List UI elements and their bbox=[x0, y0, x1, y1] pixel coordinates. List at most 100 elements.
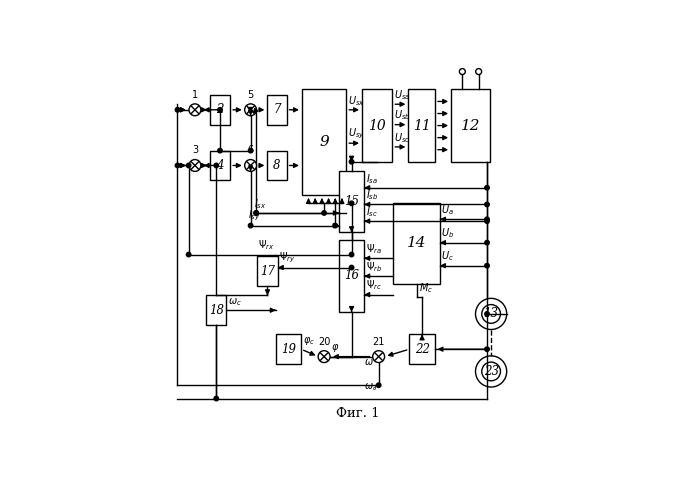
FancyBboxPatch shape bbox=[362, 89, 392, 162]
FancyBboxPatch shape bbox=[276, 335, 301, 364]
FancyBboxPatch shape bbox=[257, 256, 278, 286]
Circle shape bbox=[485, 312, 489, 316]
Circle shape bbox=[254, 211, 259, 215]
Text: $\Psi_{rc}$: $\Psi_{rc}$ bbox=[366, 279, 382, 293]
FancyBboxPatch shape bbox=[210, 150, 230, 180]
Circle shape bbox=[187, 163, 191, 168]
Text: $\omega_\partial$: $\omega_\partial$ bbox=[363, 382, 377, 393]
Text: 17: 17 bbox=[260, 265, 275, 278]
Text: $\Psi_{ra}$: $\Psi_{ra}$ bbox=[366, 242, 382, 256]
Circle shape bbox=[485, 186, 489, 190]
Text: 12: 12 bbox=[461, 119, 480, 133]
Text: $\omega$: $\omega$ bbox=[363, 357, 373, 367]
Text: $U_a$: $U_a$ bbox=[441, 203, 454, 217]
Circle shape bbox=[350, 201, 354, 205]
Circle shape bbox=[218, 107, 222, 112]
Circle shape bbox=[214, 163, 219, 168]
Circle shape bbox=[475, 298, 507, 330]
Circle shape bbox=[485, 241, 489, 245]
FancyBboxPatch shape bbox=[210, 95, 230, 125]
Circle shape bbox=[476, 68, 482, 75]
Text: $U_{sc}$: $U_{sc}$ bbox=[394, 131, 410, 145]
Circle shape bbox=[350, 252, 354, 257]
Circle shape bbox=[485, 347, 489, 351]
Circle shape bbox=[485, 264, 489, 268]
Text: $U_{sx}$: $U_{sx}$ bbox=[348, 94, 365, 107]
Circle shape bbox=[245, 160, 257, 172]
Circle shape bbox=[218, 148, 222, 153]
Text: $U_{sb}$: $U_{sb}$ bbox=[394, 108, 410, 122]
Text: 18: 18 bbox=[209, 304, 224, 317]
Text: 6: 6 bbox=[247, 146, 254, 156]
Text: 4: 4 bbox=[216, 159, 224, 172]
Circle shape bbox=[485, 219, 489, 223]
Text: 8: 8 bbox=[273, 159, 281, 172]
Circle shape bbox=[485, 217, 489, 222]
Circle shape bbox=[373, 351, 384, 362]
Circle shape bbox=[214, 396, 219, 401]
Text: $I_{sb}$: $I_{sb}$ bbox=[366, 188, 378, 202]
Circle shape bbox=[377, 383, 381, 388]
FancyBboxPatch shape bbox=[408, 89, 435, 162]
Text: $U_{sa}$: $U_{sa}$ bbox=[394, 88, 410, 102]
Text: 7: 7 bbox=[273, 103, 281, 116]
Circle shape bbox=[485, 202, 489, 207]
Text: 10: 10 bbox=[368, 119, 386, 133]
Text: $\Psi_{ry}$: $\Psi_{ry}$ bbox=[279, 251, 296, 265]
Text: Фиг. 1: Фиг. 1 bbox=[336, 407, 380, 420]
Circle shape bbox=[254, 211, 259, 215]
Circle shape bbox=[459, 68, 466, 75]
FancyBboxPatch shape bbox=[267, 150, 287, 180]
Text: 5: 5 bbox=[247, 90, 254, 100]
Text: $\omega_c$: $\omega_c$ bbox=[228, 296, 242, 308]
Circle shape bbox=[245, 104, 257, 116]
FancyBboxPatch shape bbox=[267, 95, 287, 125]
Text: 1: 1 bbox=[192, 90, 198, 100]
Text: 22: 22 bbox=[415, 343, 430, 356]
Circle shape bbox=[189, 160, 201, 172]
Circle shape bbox=[350, 265, 354, 270]
Text: $M_c$: $M_c$ bbox=[419, 281, 433, 295]
Text: 14: 14 bbox=[407, 236, 426, 251]
FancyBboxPatch shape bbox=[206, 295, 226, 325]
Circle shape bbox=[189, 104, 201, 116]
Text: 21: 21 bbox=[373, 336, 385, 347]
Text: 23: 23 bbox=[484, 365, 498, 378]
Text: 13: 13 bbox=[484, 308, 498, 321]
FancyBboxPatch shape bbox=[339, 171, 364, 232]
Text: $I_{sy}$: $I_{sy}$ bbox=[248, 209, 261, 223]
Circle shape bbox=[350, 160, 354, 164]
Text: $U_c$: $U_c$ bbox=[441, 250, 454, 264]
Text: 16: 16 bbox=[344, 269, 359, 282]
FancyBboxPatch shape bbox=[339, 240, 364, 312]
FancyBboxPatch shape bbox=[302, 89, 347, 195]
Circle shape bbox=[475, 356, 507, 387]
Circle shape bbox=[175, 163, 180, 168]
Text: $I_{sa}$: $I_{sa}$ bbox=[366, 172, 377, 186]
FancyBboxPatch shape bbox=[394, 202, 440, 284]
FancyBboxPatch shape bbox=[410, 335, 435, 364]
Text: 2: 2 bbox=[216, 103, 224, 116]
Circle shape bbox=[248, 148, 253, 153]
Text: 15: 15 bbox=[344, 195, 359, 208]
Text: $\varphi_c$: $\varphi_c$ bbox=[303, 335, 315, 347]
Circle shape bbox=[482, 362, 500, 381]
Text: 20: 20 bbox=[318, 336, 331, 347]
Text: 19: 19 bbox=[281, 343, 296, 356]
Text: $U_{sy}$: $U_{sy}$ bbox=[348, 127, 365, 141]
Circle shape bbox=[187, 252, 191, 257]
Text: $I_{sc}$: $I_{sc}$ bbox=[366, 205, 377, 219]
FancyBboxPatch shape bbox=[451, 89, 490, 162]
Text: 3: 3 bbox=[192, 146, 198, 156]
Text: 11: 11 bbox=[413, 119, 431, 133]
Text: $\varphi$: $\varphi$ bbox=[331, 342, 340, 354]
Text: $\Psi_{rb}$: $\Psi_{rb}$ bbox=[366, 260, 382, 274]
Circle shape bbox=[482, 305, 500, 323]
Text: 9: 9 bbox=[319, 135, 329, 149]
Text: $\Psi_{rx}$: $\Psi_{rx}$ bbox=[258, 239, 275, 252]
Circle shape bbox=[333, 223, 338, 228]
Circle shape bbox=[322, 211, 326, 215]
Circle shape bbox=[318, 351, 330, 362]
Text: $I_{sx}$: $I_{sx}$ bbox=[254, 197, 266, 211]
Text: $U_b$: $U_b$ bbox=[441, 227, 454, 241]
